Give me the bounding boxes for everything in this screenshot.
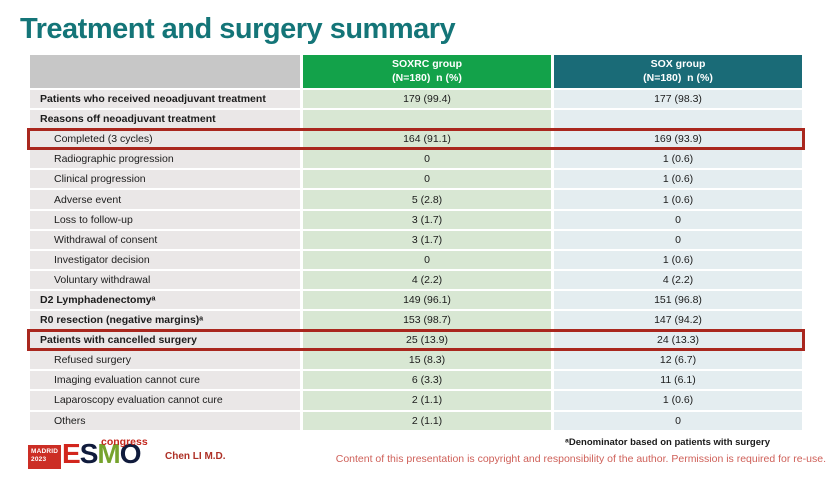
row-label: Completed (3 cycles) (30, 130, 300, 151)
presenter-name: Chen LI M.D. (165, 451, 226, 462)
table-row: R0 resection (negative margins)ᵃ 153 (98.… (30, 311, 802, 332)
table-body: Patients who received neoadjuvant treatm… (27, 90, 805, 432)
header-soxrc-group: SOXRC group (N=180) n (%) (303, 55, 551, 88)
table-row: Withdrawal of consent 3 (1.7) 0 (30, 230, 802, 251)
esmo-letter-s: S (79, 438, 99, 469)
row-label: Clinical progression (30, 170, 300, 191)
table-row: Laparoscopy evaluation cannot cure 2 (1.1… (30, 391, 802, 412)
table-row: Patients who received neoadjuvant treatm… (30, 90, 802, 111)
row-label: Patients with cancelled surgery (30, 331, 300, 352)
soxrc-value: 2 (1.1) (303, 391, 551, 412)
madrid-2023-badge: MADRID 2023 (28, 445, 61, 469)
esmo-letter-m: M (97, 438, 120, 469)
soxrc-value: 153 (98.7) (303, 311, 551, 332)
sox-value: 11 (6.1) (554, 371, 802, 392)
table-row: Voluntary withdrawal 4 (2.2) 4 (2.2) (30, 270, 802, 291)
soxrc-value (303, 110, 551, 131)
congress-label: congress (101, 436, 148, 448)
header-blank-cell (30, 55, 300, 88)
page-title: Treatment and surgery summary (20, 13, 456, 45)
table-row: Radiographic progression 0 1 (0.6) (30, 150, 802, 171)
row-label: D2 Lymphadenectomyᵃ (30, 290, 300, 312)
footnote-denominator: ᵃDenominator based on patients with surg… (565, 437, 770, 448)
sox-value: 1 (0.6) (554, 170, 802, 191)
copyright-notice: Content of this presentation is copyrigh… (335, 453, 826, 465)
esmo-wordmark: ESMO (62, 438, 142, 470)
soxrc-value: 149 (96.1) (303, 290, 551, 312)
table-row: Investigator decision 0 1 (0.6) (30, 250, 802, 271)
sox-value: 12 (6.7) (554, 351, 802, 372)
soxrc-value: 2 (1.1) (303, 411, 551, 432)
row-label: Adverse event (30, 190, 300, 211)
soxrc-group-sublabel: (N=180) n (%) (392, 71, 462, 84)
esmo-letter-o: O (119, 438, 142, 469)
sox-value: 1 (0.6) (554, 250, 802, 271)
soxrc-value: 5 (2.8) (303, 190, 551, 211)
row-label: Voluntary withdrawal (30, 270, 300, 291)
row-label: Reasons off neoadjuvant treatment (30, 110, 300, 131)
soxrc-value: 25 (13.9) (303, 331, 551, 352)
row-label: Investigator decision (30, 250, 300, 271)
row-label: Withdrawal of consent (30, 230, 300, 251)
soxrc-value: 0 (303, 170, 551, 191)
soxrc-value: 3 (1.7) (303, 230, 551, 251)
esmo-congress-logo: MADRID 2023 ESMO congress (28, 436, 158, 474)
table-row: Imaging evaluation cannot cure 6 (3.3) 11 … (30, 371, 802, 392)
soxrc-value: 6 (3.3) (303, 371, 551, 392)
soxrc-value: 164 (91.1) (303, 130, 551, 151)
table-row: Refused surgery 15 (8.3) 12 (6.7) (30, 351, 802, 372)
sox-group-sublabel: (N=180) n (%) (643, 71, 713, 84)
soxrc-value: 15 (8.3) (303, 351, 551, 372)
sox-value: 151 (96.8) (554, 290, 802, 312)
header-sox-group: SOX group (N=180) n (%) (554, 55, 802, 88)
row-label: Imaging evaluation cannot cure (30, 371, 300, 392)
madrid-label: MADRID (31, 448, 59, 455)
table-row: Loss to follow-up 3 (1.7) 0 (30, 210, 802, 231)
soxrc-value: 0 (303, 150, 551, 171)
row-label: Others (30, 411, 300, 432)
sox-group-label: SOX group (650, 58, 706, 71)
sox-value: 0 (554, 230, 802, 251)
soxrc-value: 3 (1.7) (303, 210, 551, 231)
table-row: Others 2 (1.1) 0 (30, 411, 802, 432)
table-row: Patients with cancelled surgery 25 (13.9)… (27, 329, 805, 352)
sox-value (554, 110, 802, 131)
sox-value: 1 (0.6) (554, 190, 802, 211)
sox-value: 1 (0.6) (554, 391, 802, 412)
soxrc-value: 4 (2.2) (303, 270, 551, 291)
soxrc-value: 0 (303, 250, 551, 271)
sox-value: 4 (2.2) (554, 270, 802, 291)
row-label: R0 resection (negative margins)ᵃ (30, 311, 300, 332)
sox-value: 147 (94.2) (554, 311, 802, 332)
sox-value: 0 (554, 411, 802, 432)
esmo-letter-e: E (62, 438, 81, 469)
sox-value: 177 (98.3) (554, 90, 802, 111)
sox-value: 1 (0.6) (554, 150, 802, 171)
row-label: Patients who received neoadjuvant treatm… (30, 90, 300, 111)
table-row: Clinical progression 0 1 (0.6) (30, 170, 802, 191)
row-label: Laparoscopy evaluation cannot cure (30, 391, 300, 412)
row-label: Radiographic progression (30, 150, 300, 171)
year-label: 2023 (31, 456, 47, 464)
row-label: Loss to follow-up (30, 210, 300, 231)
table-row: Completed (3 cycles) 164 (91.1) 169 (93.9) (27, 128, 805, 151)
sox-value: 0 (554, 210, 802, 231)
soxrc-value: 179 (99.4) (303, 90, 551, 111)
table-row: Adverse event 5 (2.8) 1 (0.6) (30, 190, 802, 211)
summary-table: SOXRC group (N=180) n (%) SOX group (N=1… (27, 55, 805, 432)
table-header: SOXRC group (N=180) n (%) SOX group (N=1… (30, 55, 802, 88)
table-row: Reasons off neoadjuvant treatment (30, 110, 802, 131)
soxrc-group-label: SOXRC group (392, 58, 462, 71)
table-row: D2 Lymphadenectomyᵃ 149 (96.1) 151 (96.8) (30, 290, 802, 312)
sox-value: 24 (13.3) (554, 331, 802, 352)
sox-value: 169 (93.9) (554, 130, 802, 151)
row-label: Refused surgery (30, 351, 300, 372)
